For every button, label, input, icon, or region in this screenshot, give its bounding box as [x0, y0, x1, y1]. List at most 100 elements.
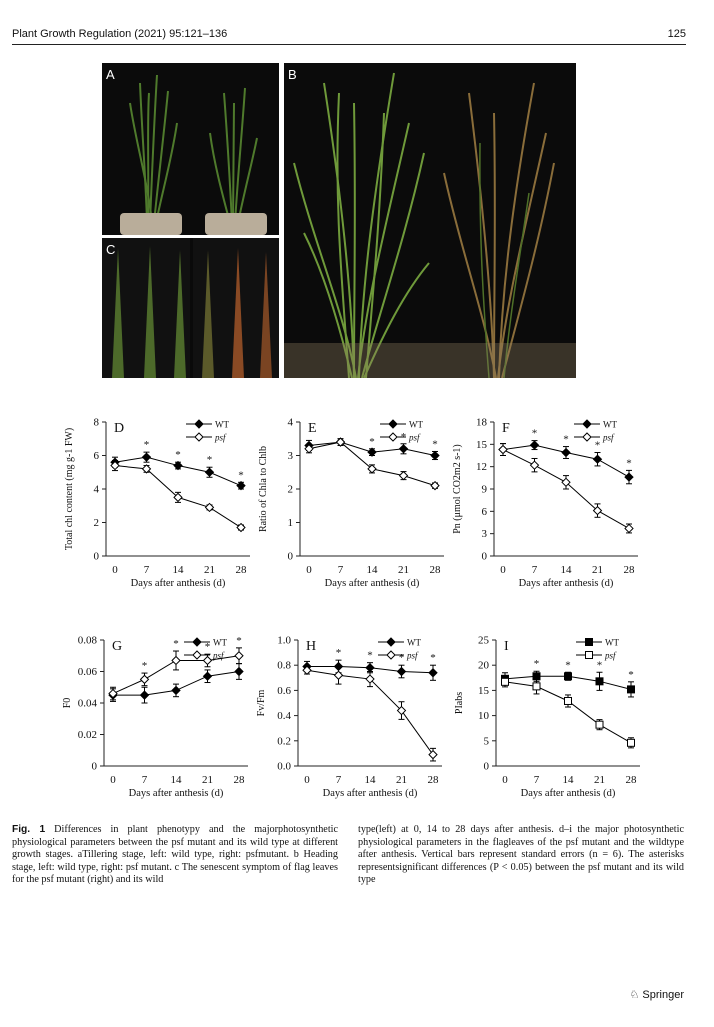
- x-tick-label: 14: [171, 774, 183, 786]
- legend-wt-marker: [192, 637, 202, 647]
- panel-letter: F: [502, 421, 510, 436]
- page-number: 125: [667, 28, 686, 40]
- series-psf-point: [367, 464, 377, 474]
- series-psf-point: [428, 749, 438, 760]
- axes: [296, 421, 444, 557]
- y-axis-label: Ratio of Chla to Chlb: [258, 446, 269, 532]
- legend-psf-marker: [192, 650, 202, 660]
- y-axis-label: Fv/Fm: [256, 689, 267, 716]
- significance-star: *: [367, 650, 373, 662]
- y-tick-label: 0.06: [78, 666, 98, 678]
- series-psf-point: [335, 437, 346, 447]
- panel-letter: D: [114, 421, 124, 436]
- y-tick-label: 12: [476, 461, 487, 473]
- x-tick-label: 28: [234, 774, 246, 786]
- y-tick-label: 0: [484, 761, 490, 773]
- y-tick-label: 5: [484, 735, 490, 747]
- caption-text-col1: Differences in plant phenotypy and the m…: [12, 824, 338, 886]
- chart-i-svg: 0 5 10 15 20 25 0 7 14 21 28 Days after anthesis (d…: [454, 635, 640, 799]
- x-tick-label: 0: [112, 564, 118, 576]
- x-tick-label: 21: [592, 564, 603, 576]
- series-WT-point: [236, 480, 246, 491]
- caption-text-col2: type(left) at 0, 14 to 28 days after ant…: [358, 824, 684, 886]
- x-tick-label: 21: [594, 774, 605, 786]
- x-tick-label: 0: [502, 774, 508, 786]
- y-tick-label: 0: [94, 551, 100, 563]
- significance-star: *: [432, 438, 438, 450]
- y-tick-label: 0.08: [78, 635, 98, 647]
- series-WT-point: [202, 671, 213, 681]
- y-tick-label: 0.04: [78, 698, 98, 710]
- photo-a-image: [102, 63, 279, 235]
- photo-c-label: C: [106, 242, 116, 257]
- significance-star: *: [563, 434, 569, 446]
- legend-psf-marker: [388, 432, 398, 442]
- y-tick-label: 0: [482, 551, 488, 563]
- chart-d-total-chlorophyll: 0 2 4 6 8 0 7 14 21 28 Days after anthesis (d) Tota…: [64, 408, 260, 596]
- x-tick-label: 21: [398, 564, 409, 576]
- figure-caption-right: type(left) at 0, 14 to 28 days after ant…: [358, 824, 684, 887]
- legend-psf-label: psf: [406, 651, 419, 661]
- figure-caption-left: Fig. 1 Differences in plant phenotypy an…: [12, 824, 338, 887]
- series-psf-point: [110, 460, 120, 471]
- series-psf-point: [202, 655, 213, 666]
- series-WT-point: [430, 450, 440, 461]
- legend-wt-label: WT: [603, 420, 617, 430]
- significance-star: *: [597, 659, 603, 671]
- series-WT-point: [564, 672, 572, 681]
- significance-star: *: [532, 428, 538, 440]
- significance-star: *: [238, 469, 244, 481]
- series-psf-point: [592, 505, 603, 516]
- series-psf-point: [333, 670, 344, 680]
- series-psf-point: [561, 477, 571, 488]
- x-tick-label: 7: [144, 564, 150, 576]
- x-tick-label: 14: [173, 564, 185, 576]
- series-psf-point: [501, 677, 509, 686]
- x-tick-label: 28: [430, 564, 442, 576]
- significance-star: *: [399, 652, 405, 664]
- series-psf-point: [564, 696, 572, 705]
- y-tick-label: 4: [288, 417, 294, 429]
- x-axis-label: Days after anthesis (d): [131, 578, 226, 589]
- y-tick-label: 0.4: [277, 710, 291, 722]
- legend-psf-label: psf: [602, 433, 615, 443]
- chart-f-photosynthetic-rate: 0 3 6 9 12 15 18 0 7 14 21 28 Days after anthesis (d…: [452, 408, 648, 596]
- x-tick-label: 14: [563, 774, 575, 786]
- axes: [492, 639, 640, 767]
- series-psf-point: [304, 444, 314, 454]
- series-psf-point: [430, 480, 440, 491]
- series-WT-point: [171, 685, 181, 696]
- x-tick-label: 28: [428, 774, 440, 786]
- x-tick-label: 0: [306, 564, 312, 576]
- legend-wt-marker: [194, 419, 204, 429]
- journal-citation: Plant Growth Regulation (2021) 95:121–13…: [12, 28, 228, 40]
- legend-wt-label: WT: [215, 420, 229, 430]
- significance-star: *: [401, 431, 407, 443]
- chart-d-svg: 0 2 4 6 8 0 7 14 21 28 Days after anthesis (d) Tota…: [64, 417, 250, 589]
- significance-star: *: [628, 669, 634, 681]
- chart-i-pi-abs: 0 5 10 15 20 25 0 7 14 21 28 Days after anthesis (d…: [444, 630, 652, 808]
- series-psf-point: [398, 470, 409, 481]
- x-tick-label: 0: [500, 564, 506, 576]
- y-tick-label: 0: [288, 551, 294, 563]
- y-tick-label: 0.0: [277, 761, 291, 773]
- significance-star: *: [144, 439, 150, 451]
- x-tick-label: 7: [338, 564, 344, 576]
- publisher-footer: ♘ Springer: [629, 988, 684, 1001]
- y-tick-label: 6: [94, 450, 100, 462]
- y-tick-label: 0.8: [277, 660, 291, 672]
- significance-star: *: [430, 652, 436, 664]
- y-tick-label: 9: [482, 484, 488, 496]
- x-tick-label: 14: [367, 564, 379, 576]
- series-psf-point: [234, 651, 244, 661]
- series-WT-point: [141, 452, 152, 462]
- series-WT-point: [561, 447, 571, 458]
- publisher-name: Springer: [642, 989, 684, 1001]
- y-tick-label: 15: [478, 685, 490, 697]
- series-psf-point: [498, 444, 508, 455]
- series-psf-point: [627, 738, 635, 747]
- significance-star: *: [369, 436, 375, 448]
- panel-letter: G: [112, 639, 122, 654]
- photo-b-image: [284, 63, 576, 378]
- x-axis-label: Days after anthesis (d): [129, 788, 224, 799]
